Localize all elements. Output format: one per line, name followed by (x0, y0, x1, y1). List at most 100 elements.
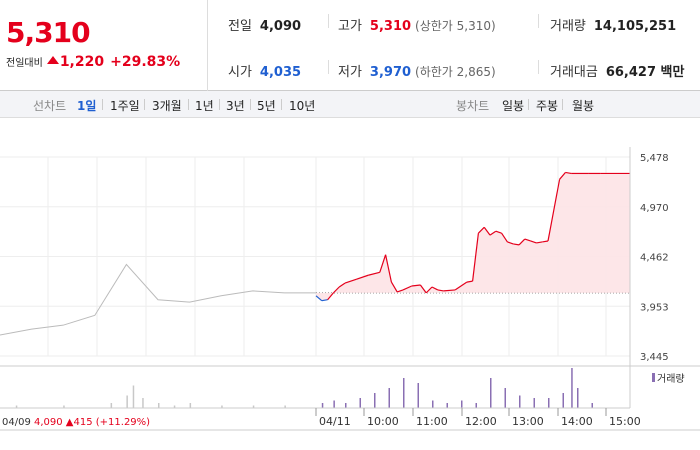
stat-low: 저가 3,970 (하한가 2,865) (338, 61, 496, 80)
quote-summary: 5,310 전일대비 1,220 +29.83% 전일 4,090 고가 5,310 (상… (0, 0, 700, 91)
stat-sub: (상한가 5,310) (415, 19, 496, 33)
volume-bar (333, 400, 335, 408)
volume-bar (359, 398, 361, 408)
price-line-segment (495, 230, 502, 234)
stat-label: 저가 (338, 65, 362, 80)
price-line-segment (327, 292, 334, 301)
price-line-segment (501, 232, 508, 243)
period-3y-tab[interactable]: 3년 (226, 99, 245, 113)
stat-value: 4,035 (259, 65, 302, 80)
volume-bar-prev (132, 385, 135, 408)
x-tick-label: 10:00 (367, 415, 399, 428)
x-tick-label: 13:00 (512, 415, 544, 428)
volume-bar (571, 368, 573, 408)
price-line-segment (542, 240, 549, 243)
stat-label: 거래대금 (550, 65, 598, 80)
x-tick-label: 12:00 (465, 415, 497, 428)
volume-bar (345, 403, 347, 408)
y-tick-label: 4,970 (640, 203, 669, 214)
volume-bar-prev (142, 398, 144, 408)
price-line-segment (559, 172, 566, 180)
price-line-segment (466, 280, 473, 283)
y-tick-label: 3,953 (640, 302, 669, 313)
price-line-segment (385, 254, 392, 283)
stat-prev-close: 전일 4,090 (228, 15, 301, 34)
volume-bar-prev (189, 403, 192, 408)
candle-chart-label: 봉차트 (456, 99, 490, 113)
volume-bar (533, 398, 535, 408)
stat-value: 3,970 (369, 65, 412, 80)
price-line-segment (379, 254, 387, 273)
stat-high: 고가 5,310 (상한가 5,310) (338, 15, 496, 34)
candle-daily-tab[interactable]: 일봉 (502, 99, 525, 113)
change-label: 전일대비 (6, 58, 43, 69)
volume-bar-prev (110, 403, 113, 408)
change-amount: 1,220 (59, 54, 105, 70)
up-arrow-icon (46, 56, 59, 64)
x-tick-label: 04/11 (319, 415, 351, 428)
footer-prev-date: 04/09 (2, 417, 31, 428)
price-line-segment (390, 281, 398, 293)
footer-prev-change: 4,090 ▲415 (+11.29%) (34, 417, 150, 428)
price-line-segment (332, 286, 340, 294)
volume-bar (403, 378, 405, 408)
price-line-segment (425, 286, 433, 294)
volume-bar-prev (221, 405, 223, 408)
volume-bar-prev (173, 405, 176, 408)
volume-bar (504, 388, 506, 408)
stat-open: 시가 4,035 (228, 61, 301, 80)
line-chart-label: 선차트 (33, 99, 67, 113)
stat-value: 4,090 (259, 19, 302, 34)
price-line-segment (431, 286, 439, 291)
period-1w-tab[interactable]: 1주일 (110, 99, 140, 113)
x-tick-label: 11:00 (416, 415, 448, 428)
volume-bar (577, 388, 579, 408)
price-line-segment (536, 241, 543, 244)
period-1y-tab[interactable]: 1년 (195, 99, 214, 113)
price-area (316, 172, 630, 301)
volume-bar (374, 393, 376, 408)
volume-bar (432, 400, 434, 408)
price-line-segment (321, 299, 328, 302)
volume-bar (321, 403, 324, 408)
volume-bar (461, 400, 463, 408)
candle-weekly-tab[interactable]: 주봉 (536, 99, 559, 113)
stat-volume: 거래량 14,105,251 (550, 15, 676, 34)
period-1d-tab[interactable]: 1일 (77, 99, 97, 113)
price-line-segment (547, 179, 561, 242)
price-line-segment (472, 233, 479, 282)
y-tick-label: 3,445 (640, 352, 669, 363)
price-line-segment (513, 243, 520, 246)
price-line-segment (344, 278, 357, 284)
y-tick-label: 5,478 (640, 153, 669, 164)
volume-bar-prev (284, 405, 286, 408)
price-box: 5,310 전일대비 1,220 +29.83% (0, 0, 208, 91)
period-5y-tab[interactable]: 5년 (257, 99, 276, 113)
volume-bar-prev (158, 403, 160, 408)
price-line-segment (565, 171, 572, 175)
price-line-segment (397, 289, 404, 293)
volume-bar (417, 383, 419, 408)
price-line-segment (315, 295, 323, 302)
volume-bar (562, 393, 564, 408)
price-line-segment (356, 274, 369, 280)
candle-monthly-tab[interactable]: 월봉 (572, 99, 595, 113)
change-percent: +29.83% (110, 54, 181, 70)
price-line-segment (411, 284, 421, 287)
period-toolbar: 선차트 1일 1주일 3개월 1년 3년 5년 10년 봉차트 일봉 주봉 월봉 (0, 91, 700, 118)
price-line-segment (524, 238, 531, 242)
stat-label: 고가 (338, 19, 362, 34)
volume-bar-prev (252, 405, 255, 408)
stat-value: 66,427 백만 (605, 65, 685, 80)
period-3m-tab[interactable]: 3개월 (152, 99, 182, 113)
volume-bar (548, 398, 550, 408)
volume-bar (591, 403, 593, 408)
stat-value: 14,105,251 (593, 19, 677, 34)
period-10y-tab[interactable]: 10년 (289, 99, 316, 113)
price-line-segment (419, 284, 427, 294)
volume-legend-swatch (652, 373, 655, 382)
x-tick-label: 14:00 (561, 415, 593, 428)
price-change: 전일대비 1,220 +29.83% (6, 54, 180, 70)
price-line-segment (437, 289, 444, 292)
